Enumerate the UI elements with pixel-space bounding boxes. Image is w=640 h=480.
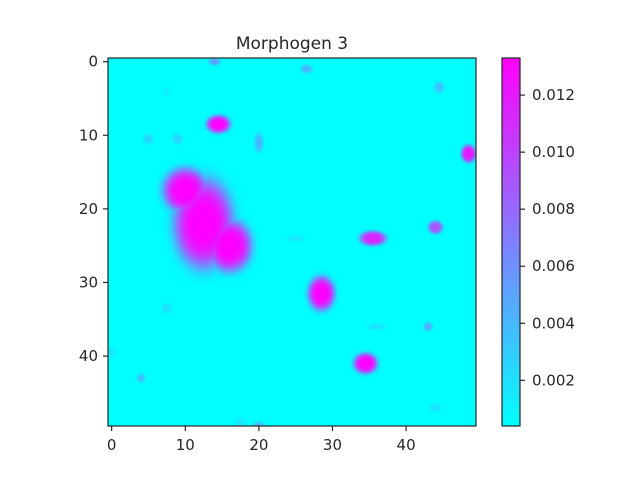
y-axis: 0 10 20 30 40 (79, 53, 108, 365)
colorbar (501, 57, 521, 427)
x-axis: 0 10 20 30 40 (107, 426, 416, 454)
colorbar-axis: 0.002 0.004 0.006 0.008 0.010 0.012 (520, 86, 575, 389)
heatmap-area (108, 58, 476, 426)
y-tick-label: 20 (79, 200, 98, 218)
x-tick-label: 20 (249, 436, 268, 454)
y-tick-label: 0 (88, 53, 98, 71)
x-tick-label: 30 (323, 436, 342, 454)
colorbar-tick-label: 0.012 (532, 86, 575, 104)
colorbar-tick-label: 0.010 (532, 143, 575, 161)
colorbar-tick-label: 0.002 (532, 371, 575, 389)
colorbar-tick-label: 0.006 (532, 257, 575, 275)
y-tick-label: 10 (79, 126, 98, 144)
x-tick-label: 0 (107, 436, 117, 454)
x-tick-label: 10 (176, 436, 195, 454)
heatmap-image (108, 58, 476, 426)
x-tick-label: 40 (397, 436, 416, 454)
colorbar-tick-label: 0.004 (532, 314, 575, 332)
y-tick-label: 40 (79, 347, 98, 365)
y-tick-label: 30 (79, 273, 98, 291)
heatmap-frame (107, 57, 477, 427)
chart-title: Morphogen 3 (236, 34, 348, 54)
colorbar-tick-label: 0.008 (532, 200, 575, 218)
